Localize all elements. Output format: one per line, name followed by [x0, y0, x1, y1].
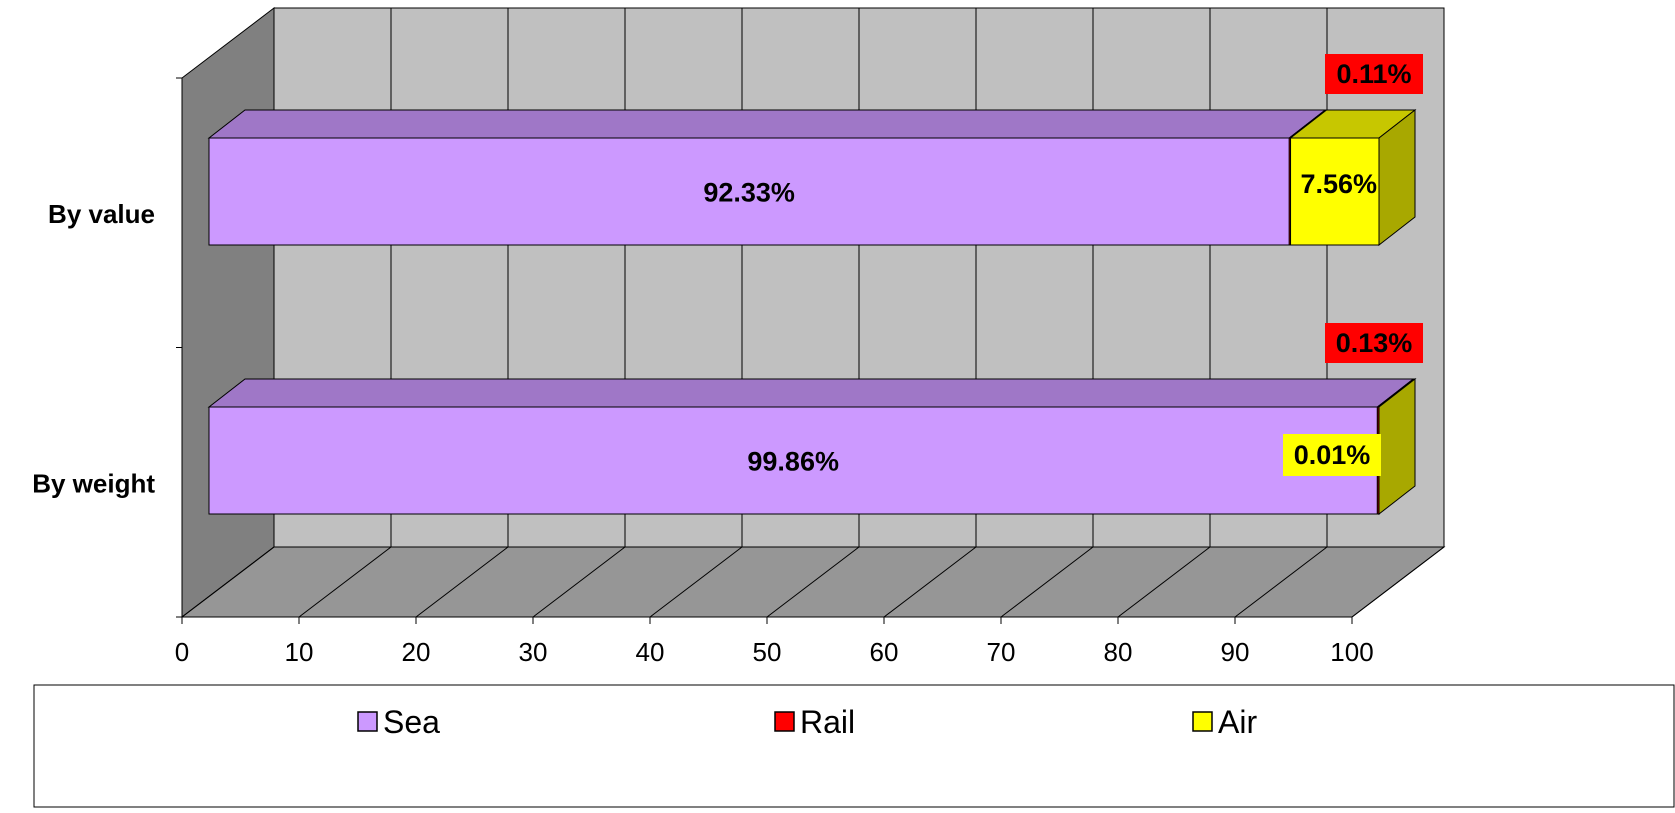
x-tick-label: 40 — [636, 637, 665, 667]
x-tick-label: 10 — [285, 637, 314, 667]
legend-label-sea: Sea — [383, 704, 440, 740]
x-tick-label: 100 — [1330, 637, 1373, 667]
floor-gridline — [883, 546, 977, 618]
data-label-rail-box — [1325, 323, 1423, 363]
floor-gridline — [649, 546, 743, 618]
x-tick-label: 20 — [402, 637, 431, 667]
x-tick-label: 80 — [1104, 637, 1133, 667]
bar-air — [1290, 137, 1380, 246]
floor-gridline — [1351, 546, 1445, 618]
legend-label-air: Air — [1218, 704, 1257, 740]
x-tick-label: 60 — [870, 637, 899, 667]
x-tick-label: 90 — [1221, 637, 1250, 667]
x-tick-label: 50 — [753, 637, 782, 667]
bar-sea — [208, 406, 1378, 515]
data-label-rail-box — [1325, 54, 1423, 94]
bar-top-sea — [207, 109, 1327, 139]
bar-side-air — [1378, 377, 1416, 516]
data-label-sea: 92.33% — [703, 178, 795, 208]
floor-gridline — [1234, 546, 1328, 618]
data-label-air: 0.01% — [1294, 440, 1371, 470]
legend-swatch-rail — [774, 711, 795, 732]
data-label-air: 7.56% — [1300, 169, 1377, 199]
floor-gridline — [298, 546, 392, 618]
floor-gridline — [532, 546, 626, 618]
x-tick-label: 70 — [987, 637, 1016, 667]
floor-gridline — [1000, 546, 1094, 618]
legend-swatch-sea — [357, 711, 378, 732]
data-label-air-box — [1283, 434, 1381, 476]
legend — [33, 684, 1675, 808]
category-label: By value — [48, 199, 155, 229]
bar-top-sea — [207, 378, 1415, 408]
bar-side-air — [1378, 108, 1416, 247]
floor-gridline — [415, 546, 509, 618]
legend-label-rail: Rail — [800, 704, 855, 740]
data-label-sea: 99.86% — [747, 447, 839, 477]
side-wall — [181, 6, 275, 619]
legend-swatch-air — [1192, 711, 1213, 732]
floor-gridline — [766, 546, 860, 618]
x-tick-label: 0 — [175, 637, 189, 667]
floor-gridline — [1117, 546, 1211, 618]
x-tick-label: 30 — [519, 637, 548, 667]
floor-gridline — [181, 546, 275, 618]
data-label-rail: 0.13% — [1336, 328, 1413, 358]
data-label-rail: 0.11% — [1336, 59, 1411, 89]
category-label: By weight — [32, 468, 155, 498]
